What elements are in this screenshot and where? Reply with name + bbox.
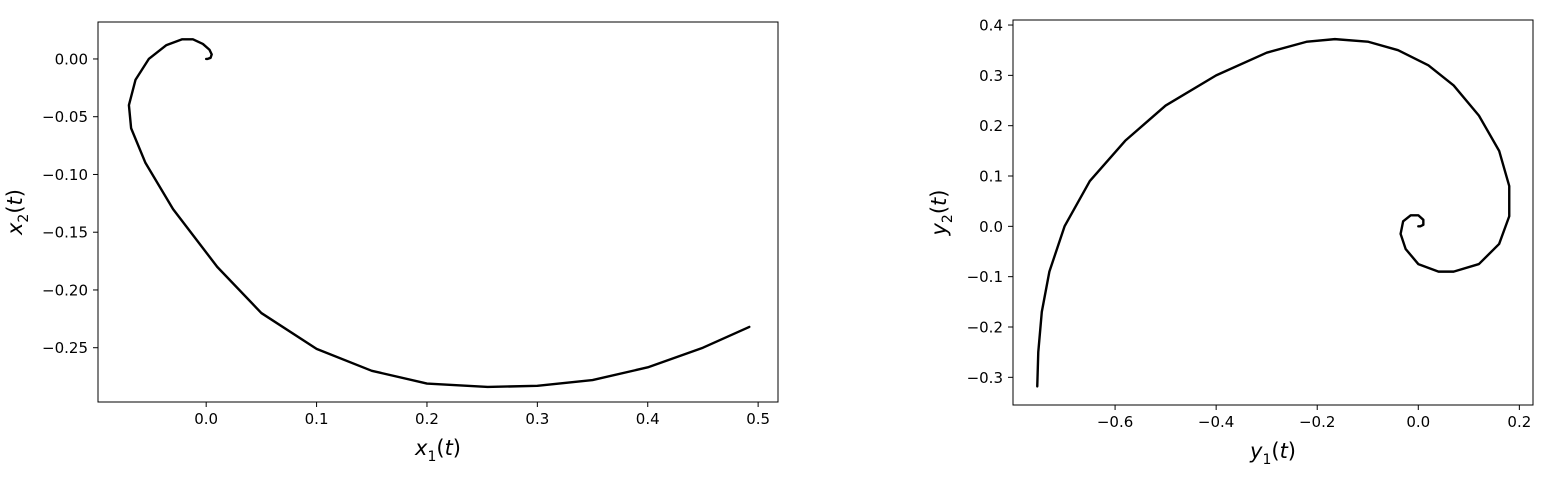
axis-label-close-paren: ) bbox=[1288, 439, 1296, 463]
data-line bbox=[127, 38, 751, 389]
x-tick-label: 0.5 bbox=[746, 410, 770, 428]
axis-label-variable: x bbox=[3, 222, 27, 236]
y-tick-label: 0.00 bbox=[55, 50, 88, 68]
x-tick-label: 0.0 bbox=[1406, 413, 1430, 431]
x-tick-label: 0.2 bbox=[415, 410, 439, 428]
y-tick-label: −0.25 bbox=[42, 339, 88, 357]
y-tick-label: 0.0 bbox=[979, 218, 1003, 236]
axis-label-close-paren: ) bbox=[453, 436, 461, 460]
axis-label-subscript: 1 bbox=[427, 449, 436, 465]
axis-label-variable: y bbox=[927, 223, 951, 237]
y-tick-label: 0.4 bbox=[979, 17, 1003, 35]
y-axis-label: x2(t) bbox=[3, 189, 32, 236]
axis-label-variable: x bbox=[414, 436, 428, 460]
y-axis-label: y2(t) bbox=[927, 190, 956, 237]
axis-label-argument: t bbox=[1280, 439, 1289, 463]
x-axis-label: y1(t) bbox=[1249, 439, 1296, 468]
y-tick-label: −0.10 bbox=[42, 166, 88, 184]
axis-label-close-paren: ) bbox=[3, 189, 27, 197]
y-tick-label: 0.1 bbox=[979, 168, 1003, 186]
y-tick-label: −0.1 bbox=[967, 268, 1003, 286]
axis-label-variable: y bbox=[1249, 439, 1263, 463]
left-chart-x-phase-plot: 0.0 0.1 0.2 0.3 0.4 0.5 0.00 −0.05 −0.10 −0.15 −0.… bbox=[3, 21, 779, 465]
axis-label-open-paren: ( bbox=[436, 436, 444, 460]
axis-label-open-paren: ( bbox=[3, 205, 27, 213]
axis-label-argument: t bbox=[445, 436, 454, 460]
x-tick-label: −0.4 bbox=[1198, 413, 1234, 431]
axes-frame bbox=[97, 21, 779, 403]
y-tick-label: −0.20 bbox=[42, 281, 88, 299]
x-tick-label: 0.2 bbox=[1507, 413, 1531, 431]
axis-label-argument: t bbox=[927, 197, 951, 206]
y-tick-label: −0.15 bbox=[42, 224, 88, 242]
y-tick-label: −0.05 bbox=[42, 108, 88, 126]
x-tick-label: −0.2 bbox=[1299, 413, 1335, 431]
x-tick-label: −0.6 bbox=[1097, 413, 1133, 431]
y-tick-label: −0.2 bbox=[967, 318, 1003, 336]
right-chart-y-phase-plot: −0.6 −0.4 −0.2 0.0 0.2 0.4 0.3 0.2 0.1 0.0 −0.1 −0.… bbox=[927, 17, 1534, 468]
axis-label-close-paren: ) bbox=[927, 190, 951, 198]
y-tick-label: 0.3 bbox=[979, 67, 1003, 85]
x-tick-label: 0.1 bbox=[305, 410, 329, 428]
axis-label-subscript: 1 bbox=[1262, 452, 1271, 468]
axes-frame bbox=[1012, 19, 1534, 406]
y-tick-label: 0.2 bbox=[979, 117, 1003, 135]
axis-label-subscript: 2 bbox=[16, 214, 32, 223]
x-tick-label: 0.0 bbox=[194, 410, 218, 428]
x-tick-label: 0.3 bbox=[525, 410, 549, 428]
axis-label-subscript: 2 bbox=[940, 214, 956, 223]
x-axis-label: x1(t) bbox=[414, 436, 461, 465]
data-line bbox=[1036, 37, 1511, 388]
axis-label-open-paren: ( bbox=[1271, 439, 1279, 463]
axis-label-argument: t bbox=[3, 196, 27, 205]
x-tick-label: 0.4 bbox=[636, 410, 660, 428]
y-tick-label: −0.3 bbox=[967, 369, 1003, 387]
axis-label-open-paren: ( bbox=[927, 206, 951, 214]
